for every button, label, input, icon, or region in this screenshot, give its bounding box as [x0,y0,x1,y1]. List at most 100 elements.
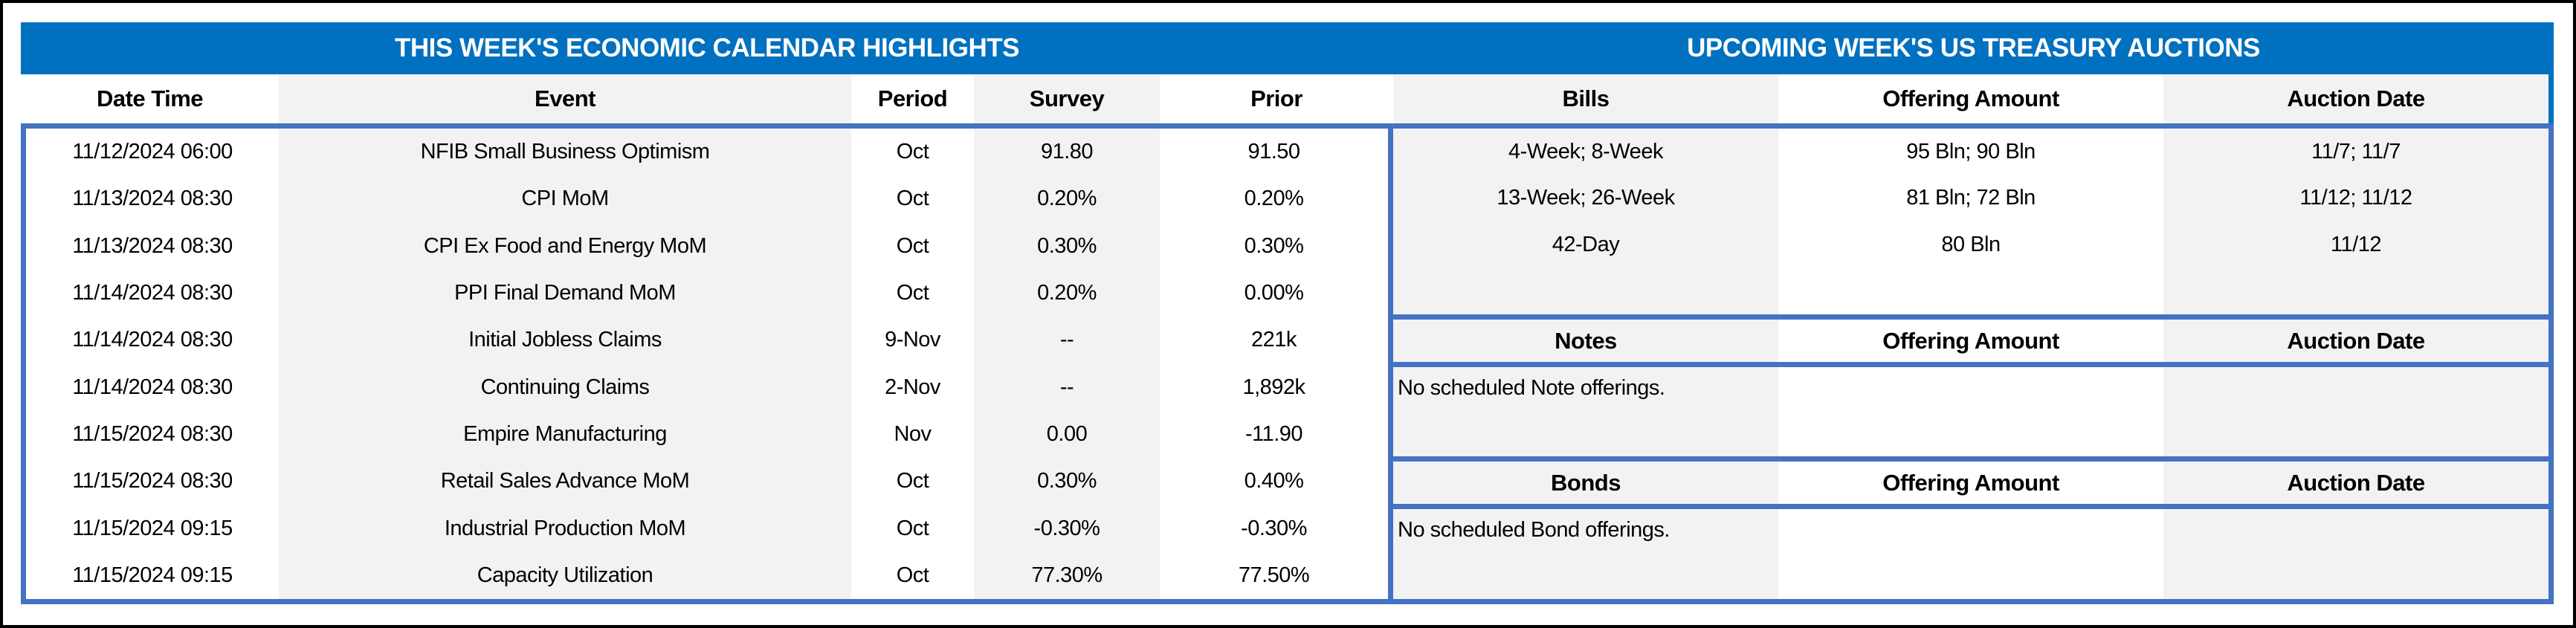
header-divider-rule [21,123,2554,129]
cell-date-time: 11/14/2024 08:30 [26,269,279,317]
cell-offering-amount: 95 Bln; 90 Bln [1778,129,2163,175]
cell-event: CPI MoM [279,175,851,223]
column-header-row: Date Time Event Period Survey Prior Bill… [21,74,2554,123]
cell-survey: 0.00 [974,410,1160,459]
cell-bills [1393,268,1778,314]
cell-event: Industrial Production MoM [279,505,851,552]
cell-prior: 0.00% [1160,269,1388,317]
cell-date-time: 11/14/2024 08:30 [26,363,279,411]
cell-prior: 0.20% [1160,175,1388,223]
calendar-row: 11/13/2024 08:30 CPI Ex Food and Energy … [26,222,1388,270]
cell-survey: 91.80 [974,129,1160,176]
calendar-row: 11/14/2024 08:30 PPI Final Demand MoM Oc… [26,269,1388,317]
header-period: Period [851,74,974,123]
cell-auction-date: 11/7; 11/7 [2163,129,2548,175]
cell-auction-date [2163,268,2548,314]
cell-prior: 1,892k [1160,363,1388,411]
notes-offering-cell [1778,367,2163,456]
cell-prior: 0.40% [1160,458,1388,505]
calendar-row: 11/14/2024 08:30 Initial Jobless Claims … [26,317,1388,364]
cell-period: Oct [851,269,974,317]
econ-calendar-title: THIS WEEK'S ECONOMIC CALENDAR HIGHLIGHTS [395,33,1020,62]
cell-date-time: 11/12/2024 06:00 [26,129,279,176]
cell-prior: -0.30% [1160,505,1388,552]
cell-period: Oct [851,458,974,505]
report-table: THIS WEEK'S ECONOMIC CALENDAR HIGHLIGHTS… [21,22,2554,604]
header-bills: Bills [1393,74,1778,123]
treasury-auctions-title: UPCOMING WEEK'S US TREASURY AUCTIONS [1687,33,2260,62]
cell-offering-amount: 81 Bln; 72 Bln [1778,175,2163,221]
cell-survey: -- [974,363,1160,411]
header-date-time: Date Time [21,74,279,123]
econ-calendar-body: 11/12/2024 06:00 NFIB Small Business Opt… [21,129,1393,604]
calendar-row: 11/15/2024 08:30 Retail Sales Advance Mo… [26,458,1388,505]
header-auction-date: Auction Date [2163,74,2548,123]
cell-period: Oct [851,551,974,599]
header-event: Event [279,74,851,123]
bonds-message-cell: No scheduled Bond offerings. [1393,509,1778,599]
header-prior: Prior [1160,74,1393,123]
header-auction-date: Auction Date [2163,462,2548,504]
cell-survey: -- [974,317,1160,364]
bonds-message: No scheduled Bond offerings. [1398,518,1670,542]
calendar-row: 11/12/2024 06:00 NFIB Small Business Opt… [26,129,1388,176]
bonds-section: No scheduled Bond offerings. [1393,509,2554,604]
cell-survey: -0.30% [974,505,1160,552]
header-offering-amount: Offering Amount [1778,462,2163,504]
cell-date-time: 11/15/2024 09:15 [26,551,279,599]
cell-period: Nov [851,410,974,459]
cell-date-time: 11/15/2024 08:30 [26,410,279,459]
cell-survey: 0.30% [974,222,1160,270]
cell-survey: 0.20% [974,269,1160,317]
header-bonds: Bonds [1393,462,1778,504]
cell-event: Retail Sales Advance MoM [279,458,851,505]
cell-event: NFIB Small Business Optimism [279,129,851,176]
cell-event: Capacity Utilization [279,551,851,599]
cell-event: Empire Manufacturing [279,410,851,459]
notes-message-cell: No scheduled Note offerings. [1393,367,1778,456]
bills-row: 13-Week; 26-Week 81 Bln; 72 Bln 11/12; 1… [1393,175,2548,221]
cell-auction-date: 11/12; 11/12 [2163,175,2548,221]
calendar-row: 11/15/2024 09:15 Capacity Utilization Oc… [26,551,1388,599]
cell-bills: 42-Day [1393,221,1778,268]
header-auction-date: Auction Date [2163,320,2548,362]
cell-event: Initial Jobless Claims [279,317,851,364]
cell-bills: 13-Week; 26-Week [1393,175,1778,221]
cell-period: Oct [851,175,974,223]
cell-event: PPI Final Demand MoM [279,269,851,317]
header-notes: Notes [1393,320,1778,362]
notes-auction-cell [2163,367,2548,456]
cell-period: Oct [851,222,974,270]
treasury-auctions-body: 4-Week; 8-Week 95 Bln; 90 Bln 11/7; 11/7… [1393,129,2554,604]
cell-survey: 77.30% [974,551,1160,599]
cell-period: 9-Nov [851,317,974,364]
cell-date-time: 11/13/2024 08:30 [26,222,279,270]
cell-bills: 4-Week; 8-Week [1393,129,1778,175]
notes-section: No scheduled Note offerings. [1393,367,2554,462]
cell-date-time: 11/14/2024 08:30 [26,317,279,364]
cell-period: Oct [851,129,974,176]
notes-message: No scheduled Note offerings. [1398,376,1665,400]
header-offering-amount: Offering Amount [1778,74,2163,123]
header-right-filler [2548,74,2554,123]
bills-row-empty [1393,268,2548,314]
cell-event: Continuing Claims [279,363,851,411]
notes-header-row: Notes Offering Amount Auction Date [1393,320,2554,367]
cell-survey: 0.30% [974,458,1160,505]
title-bar: THIS WEEK'S ECONOMIC CALENDAR HIGHLIGHTS… [21,22,2554,74]
calendar-row: 11/15/2024 09:15 Industrial Production M… [26,505,1388,552]
header-offering-amount: Offering Amount [1778,320,2163,362]
cell-date-time: 11/15/2024 09:15 [26,505,279,552]
cell-prior: -11.90 [1160,410,1388,459]
cell-offering-amount [1778,268,2163,314]
cell-auction-date: 11/12 [2163,221,2548,268]
bills-row: 42-Day 80 Bln 11/12 [1393,221,2548,268]
cell-prior: 77.50% [1160,551,1388,599]
cell-date-time: 11/13/2024 08:30 [26,175,279,223]
cell-offering-amount: 80 Bln [1778,221,2163,268]
cell-period: Oct [851,505,974,552]
cell-survey: 0.20% [974,175,1160,223]
bonds-header-row: Bonds Offering Amount Auction Date [1393,462,2554,509]
table-body: 11/12/2024 06:00 NFIB Small Business Opt… [21,129,2554,604]
